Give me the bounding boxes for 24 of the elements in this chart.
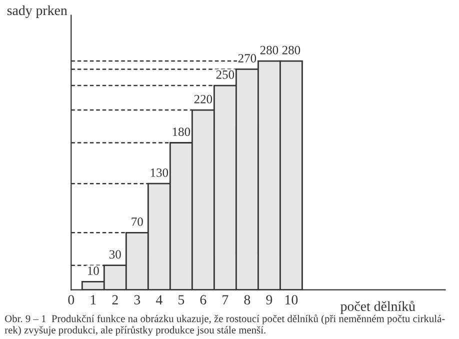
x-tick-label: 3 [134, 295, 140, 304]
x-tick-label: 5 [178, 295, 184, 304]
x-axis-title: počet dělníků [340, 300, 416, 314]
x-tick-label: 2 [112, 295, 118, 304]
data-label: 10 [88, 266, 99, 275]
x-tick-label: 1 [90, 295, 96, 304]
text: Obr. 9 – 1 Produkční funkce na obrázku ukazuje, že rostoucí počet dělníků (při neměnném počtu cirkulá- rek) zvyšuje produkci, ale přírůstky produkce jsou stále menší. [4, 314, 445, 336]
data-label: 250 [216, 70, 234, 79]
data-label: 220 [194, 94, 212, 104]
data-label: 30 [110, 250, 121, 259]
x-tick-label: 9 [266, 295, 272, 304]
data-label: 270 [238, 54, 256, 62]
x-tick-label: 8 [244, 295, 250, 304]
x-tick-label: 0 [68, 295, 74, 304]
x-tick-label: 6 [200, 295, 206, 304]
data-label: 130 [150, 168, 168, 177]
data-label: 180 [172, 128, 190, 136]
data-label: 280 [282, 46, 300, 54]
x-tick-label: 4 [156, 295, 162, 304]
data-label: 70 [132, 217, 143, 226]
y-axis-title: sady prken [7, 5, 68, 18]
x-tick-label: 10 [285, 295, 298, 304]
x-tick-label: 7 [222, 295, 228, 304]
data-label: 280 [260, 46, 278, 54]
